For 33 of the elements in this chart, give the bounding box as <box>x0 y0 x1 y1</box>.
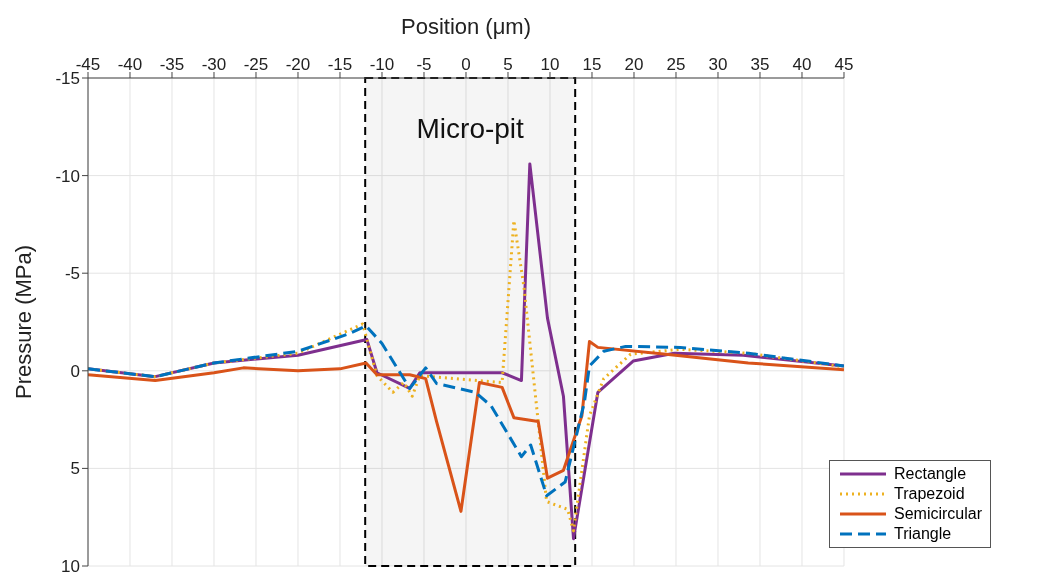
x-tick-label: 5 <box>503 55 513 74</box>
y-tick-label: 10 <box>61 557 80 577</box>
x-tick-label: -40 <box>117 55 143 74</box>
x-tick-label: 10 <box>540 55 560 74</box>
y-axis-title: Pressure (MPa) <box>10 244 36 400</box>
band-label: Micro-pit <box>416 112 525 144</box>
x-tick-label: 30 <box>708 55 728 74</box>
legend-label: Trapezoid <box>893 485 965 503</box>
x-tick-label: 0 <box>461 55 471 74</box>
x-tick-label: -15 <box>327 55 353 74</box>
x-tick-label: 25 <box>666 55 686 74</box>
x-tick-label: 15 <box>582 55 602 74</box>
x-tick-label: -5 <box>416 55 432 74</box>
x-tick-label: -10 <box>369 55 395 74</box>
y-tick-label: 0 <box>70 361 80 381</box>
line-series <box>88 340 844 513</box>
line-series <box>88 324 844 498</box>
x-tick-label: 40 <box>792 55 812 74</box>
x-tick-label: 45 <box>834 55 854 74</box>
x-tick-label: -30 <box>201 55 227 74</box>
x-tick-label: 35 <box>750 55 770 74</box>
y-tick-label: -10 <box>55 166 80 186</box>
x-tick-label: 20 <box>624 55 644 74</box>
x-tick-label: -25 <box>243 55 269 74</box>
x-tick-label: -20 <box>285 55 311 74</box>
y-tick-label: -15 <box>55 69 80 89</box>
y-tick-label: 5 <box>70 459 80 479</box>
legend-label: Semicircular <box>893 505 982 523</box>
x-axis-title: Position (μm) <box>400 13 532 39</box>
x-tick-label: -35 <box>159 55 185 74</box>
legend-label: Triangle <box>893 525 952 543</box>
legend-label: Rectangle <box>893 465 967 483</box>
y-tick-label: -5 <box>64 264 80 284</box>
